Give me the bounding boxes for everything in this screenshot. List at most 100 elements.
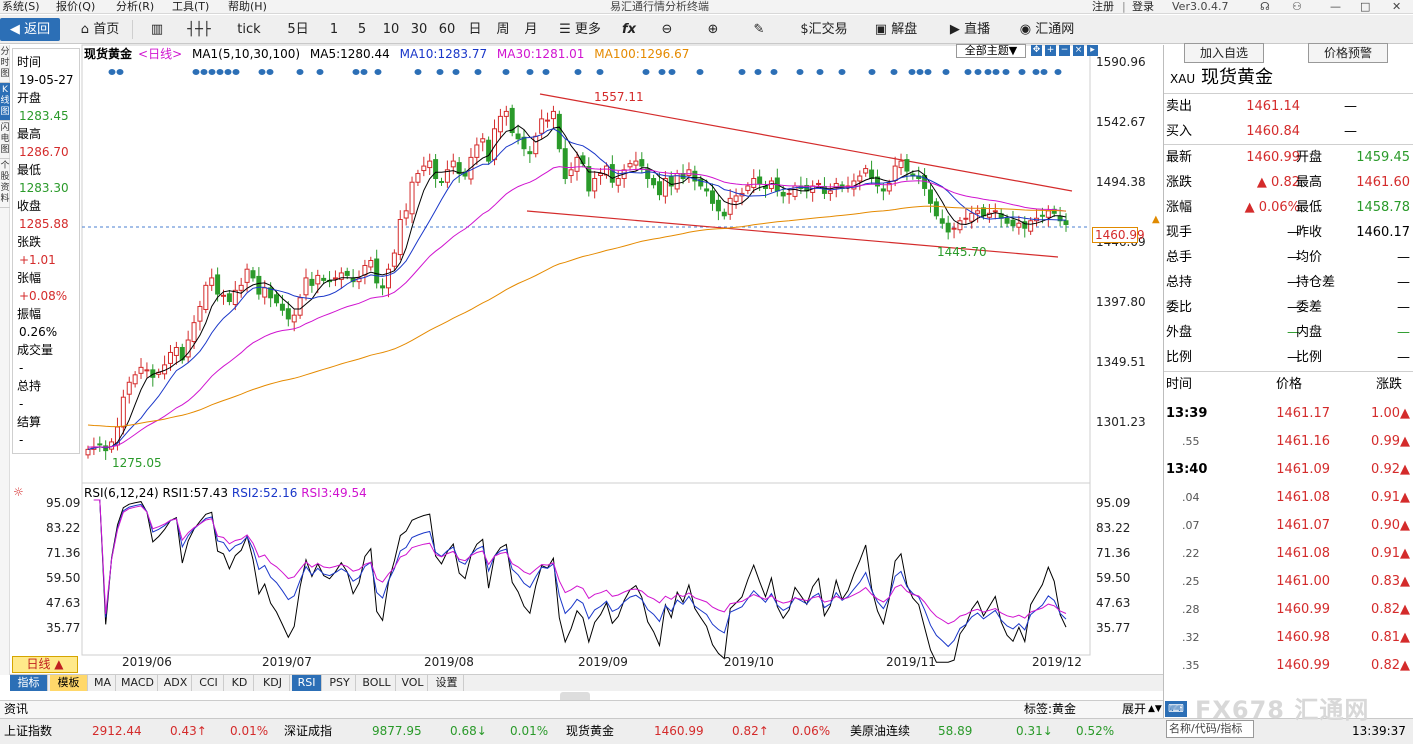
period-1min[interactable]: 1 [329, 22, 339, 37]
arrow-right-icon[interactable]: ▸ [1087, 45, 1098, 56]
news-expand[interactable]: 展开 [1122, 702, 1147, 716]
tab-kdj[interactable]: KDJ [256, 675, 290, 691]
period-selector[interactable]: 日线 ▲ [12, 656, 78, 673]
back-button[interactable]: ◀ 返回 [0, 18, 60, 41]
candle-body [651, 178, 657, 186]
trade-button[interactable]: $汇交易 [800, 22, 848, 37]
period-5day[interactable]: 5日 [287, 22, 309, 37]
menu-quote[interactable]: 报价(Q) [56, 0, 96, 13]
tab-timeshare[interactable]: 分时图 [0, 45, 10, 83]
menu-bar: 系统(S) 报价(Q) 分析(R) 工具(T) 帮助(H) 易汇通行情分析终端 … [0, 0, 1413, 14]
kline-chart[interactable] [0, 0, 1163, 700]
tab-adx[interactable]: ADX [160, 675, 192, 691]
expand-icon[interactable]: + [1045, 45, 1056, 56]
legend-ma100: MA100:1296.67 [594, 47, 690, 61]
candle-body [173, 346, 179, 356]
home-button[interactable]: ⌂ 首页 [80, 22, 120, 37]
quote-label: 持仓差 [1296, 275, 1336, 290]
close-panel-icon[interactable]: × [1073, 45, 1084, 56]
search-input[interactable]: 名称/代码/指标 [1166, 720, 1254, 738]
period-10min[interactable]: 10 [382, 22, 400, 37]
event-dot [974, 69, 982, 75]
live-button[interactable]: ▶ 直播 [949, 22, 991, 37]
info-settle-label: 结算 [17, 415, 42, 429]
period-day[interactable]: 日 [468, 22, 482, 37]
period-60min[interactable]: 60 [438, 22, 456, 37]
tab-profile[interactable]: 个股资料 [0, 159, 10, 208]
status-index-name: 深证成指 [284, 724, 333, 738]
tab-kd[interactable]: KD [226, 675, 254, 691]
candle-body [262, 287, 268, 298]
formula-button[interactable]: fx [616, 18, 642, 41]
menu-tools[interactable]: 工具(T) [172, 0, 210, 13]
period-30min[interactable]: 30 [410, 22, 428, 37]
info-change-label: 张跌 [17, 235, 42, 249]
keyboard-icon[interactable]: ⌨ [1165, 701, 1187, 717]
candle-body [1045, 210, 1051, 218]
tick-row: .28 1460.99 0.82▲ [1164, 596, 1413, 624]
indicator-tabs: 指标 模板 MA MACD ADX CCI KD KDJ RSI PSY BOL… [10, 674, 1163, 691]
candle-body [374, 258, 380, 284]
bar-chart-button[interactable]: ▥ [140, 18, 174, 41]
collapse-icon[interactable]: − [1059, 45, 1070, 56]
event-dot [452, 69, 460, 75]
zoom-out-button[interactable]: ⊖ [654, 18, 680, 41]
candle-body [656, 181, 662, 196]
tab-kline[interactable]: K线图 [0, 83, 10, 121]
tick-button[interactable]: tick [237, 22, 261, 37]
tab-macd[interactable]: MACD [118, 675, 158, 691]
tab-cci[interactable]: CCI [194, 675, 224, 691]
rsi-tick-label: 59.50 [46, 571, 81, 585]
candlestick-icon: ┤┼├ [187, 22, 211, 37]
tab-psy[interactable]: PSY [324, 675, 356, 691]
splitter-handle[interactable] [560, 692, 590, 700]
candle-chart-button[interactable]: ┤┼├ [182, 18, 216, 41]
period-week[interactable]: 周 [496, 22, 510, 37]
login-link[interactable]: 登录 [1132, 0, 1154, 13]
event-dot [816, 69, 824, 75]
rsi-settings-icon[interactable]: ☼ [13, 485, 24, 499]
tick-time: .32 [1182, 631, 1200, 644]
user-icon[interactable]: ⚇ [1292, 0, 1302, 13]
add-watchlist-button[interactable]: 加入自选 [1184, 43, 1264, 63]
tab-indicator[interactable]: 指标 [10, 675, 48, 691]
tick-change: 0.90▲ [1371, 518, 1410, 533]
price-alert-button[interactable]: 价格预警 [1308, 43, 1388, 63]
candle-body [786, 192, 792, 195]
tick-time: 13:40 [1166, 462, 1208, 477]
menu-system[interactable]: 系统(S) [2, 0, 40, 13]
tab-ma[interactable]: MA [90, 675, 116, 691]
period-month[interactable]: 月 [524, 22, 538, 37]
grid-icon[interactable]: ✥ [1031, 45, 1042, 56]
zoom-in-button[interactable]: ⊕ [700, 18, 726, 41]
news-tag[interactable]: 标签:黄金 [1024, 702, 1077, 716]
tab-settings[interactable]: 设置 [430, 675, 464, 691]
expand-arrow-icon[interactable]: ▲▼ [1148, 704, 1162, 714]
more-button[interactable]: ☰ 更多 [559, 22, 601, 37]
quote-value: 1458.78 [1356, 200, 1410, 215]
quote-value: — [1287, 350, 1300, 365]
tab-vol[interactable]: VOL [398, 675, 428, 691]
fx678-button[interactable]: ◉ 汇通网 [1019, 22, 1075, 37]
close-icon[interactable]: ✕ [1392, 0, 1402, 13]
headset-icon[interactable]: ☊ [1260, 0, 1270, 13]
register-link[interactable]: 注册 [1092, 0, 1114, 13]
period-5min[interactable]: 5 [357, 22, 367, 37]
event-dot [232, 69, 240, 75]
draw-button[interactable]: ✎ [746, 18, 772, 41]
candle-body [816, 182, 822, 185]
tab-flash[interactable]: 闪电图 [0, 121, 10, 159]
tick-price: 1461.17 [1276, 406, 1330, 421]
analysis-button[interactable]: ▣ 解盘 [874, 22, 918, 37]
menu-analysis[interactable]: 分析(R) [116, 0, 155, 13]
theme-dropdown[interactable]: 全部主题▼ [956, 44, 1026, 58]
event-dot [770, 69, 778, 75]
tab-rsi[interactable]: RSI [292, 675, 322, 691]
menu-help[interactable]: 帮助(H) [228, 0, 267, 13]
tab-template[interactable]: 模板 [50, 675, 88, 691]
minimize-icon[interactable]: — [1330, 0, 1341, 13]
candle-body [132, 374, 138, 385]
candle-body [645, 168, 651, 180]
maximize-icon[interactable]: □ [1360, 0, 1371, 13]
tab-boll[interactable]: BOLL [358, 675, 396, 691]
